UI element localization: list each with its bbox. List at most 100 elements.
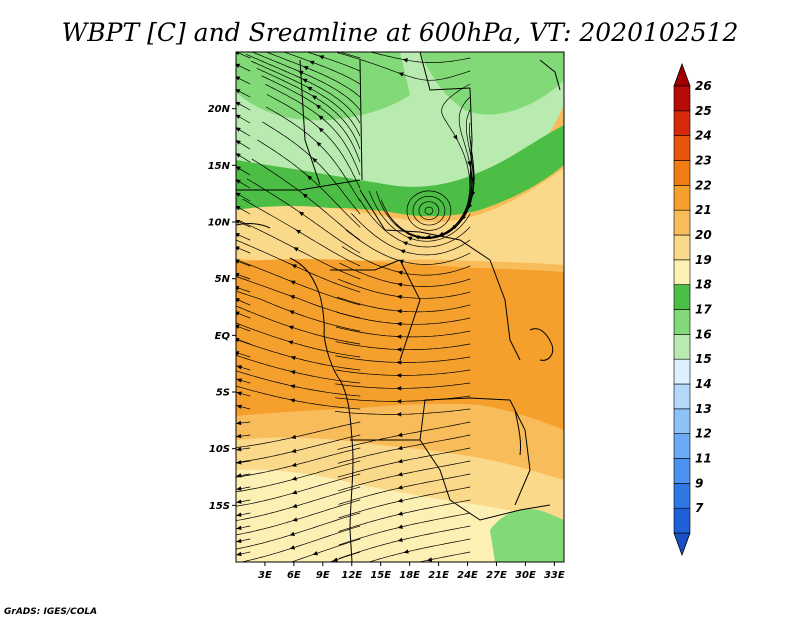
streamline-arrow [236,192,241,197]
colorbar-swatch [673,259,691,285]
streamline-arrow [396,334,402,339]
streamline [236,205,251,215]
streamline-arrow [288,325,294,330]
streamline-arrow [302,193,308,199]
streamline [345,229,471,265]
streamline [359,199,471,248]
streamline-arrow [236,311,240,316]
coastline [236,223,271,229]
streamline [245,54,361,124]
streamline-arrow [293,247,299,252]
streamline [236,259,361,306]
streamline [236,434,251,438]
streamline-arrow [288,310,295,315]
lake-outline [529,328,554,361]
streamline-arrow [236,551,242,557]
streamline-arrow [397,524,403,529]
streamline [236,192,251,202]
streamline-arrow [467,203,473,210]
streamline-arrow [397,472,403,477]
border [236,179,361,191]
lat-tick-label: 15S [209,501,230,512]
streamline-arrow [307,175,313,181]
figure-title: WBPT [C] and Sreamline at 600hPa, VT: 20… [62,18,739,47]
streamline-arrow [453,134,458,141]
streamline-arrow [236,286,240,291]
streamline-arrow [315,104,322,110]
streamline [265,84,361,176]
streamline-arrow [289,398,296,403]
streamline [236,421,251,424]
streamline [246,178,361,254]
streamline [236,404,251,410]
border [419,397,511,441]
streamline [262,121,361,215]
streamline-arrow [289,531,295,536]
streamline-arrow [397,511,403,516]
streamline [265,52,361,98]
lake-outline [514,409,521,456]
streamline-arrow [236,420,242,426]
border [359,189,491,261]
map-frame [235,51,565,563]
streamline [236,52,251,59]
streamline-arrow [398,72,404,77]
colorbar-label: 19 [695,253,712,267]
streamline [340,53,471,81]
streamline [251,60,361,137]
streamline-arrow [402,58,408,63]
streamline-arrow [332,557,338,562]
streamline-arrow [236,298,240,303]
streamline-arrow [236,272,240,278]
streamline-arrow [397,485,403,490]
border [449,499,551,521]
lon-tick-label: 12E [341,570,362,581]
colorbar-label: 23 [695,154,712,168]
lat-tick-label: 5N [215,274,231,285]
colorbar-swatch [673,234,691,261]
streamline [337,278,471,299]
field-region [236,469,564,562]
streamline [338,512,471,546]
streamline-arrow [236,512,242,517]
streamline [236,325,251,332]
cyclone-ring [406,190,452,231]
lon-tick-label: 21E [428,570,449,581]
streamline-arrow [291,462,297,467]
streamline [236,473,361,507]
colorbar-swatch [673,110,691,136]
credit-label: GrADS: IGES/COLA [4,607,97,617]
streamline-arrow [236,219,241,224]
streamline-arrow [291,503,298,508]
streamline [236,246,251,254]
streamline-arrow [291,448,297,453]
streamline-arrow [289,384,296,389]
border [299,59,321,186]
lon-tick-label: 18E [399,570,420,581]
streamline [336,311,471,325]
streamline-arrow [451,224,457,230]
streamline [338,486,471,519]
streamline-arrow [396,399,402,404]
coastline [289,257,354,562]
streamline-arrow [290,370,296,375]
streamline [368,190,471,242]
lat-tick-label: 20N [208,104,231,115]
colorbar-label: 15 [695,352,712,366]
streamline-arrow [396,309,402,314]
lon-tick-label: 3E [258,570,272,581]
streamline-arrow [396,347,402,352]
colorbar-over-triangle [673,62,691,87]
streamline [256,68,361,150]
streamline-arrow [402,241,408,246]
streamline-arrow [397,270,403,275]
streamline [334,408,471,415]
colorbar-swatch [673,483,691,509]
lon-tick-label: 15E [370,570,391,581]
streamline [335,369,471,376]
streamline-arrow [236,153,241,158]
cyclone-ring [418,201,440,221]
streamline [441,83,471,200]
cyclone-ring [424,206,434,215]
streamline-arrow [396,373,402,378]
